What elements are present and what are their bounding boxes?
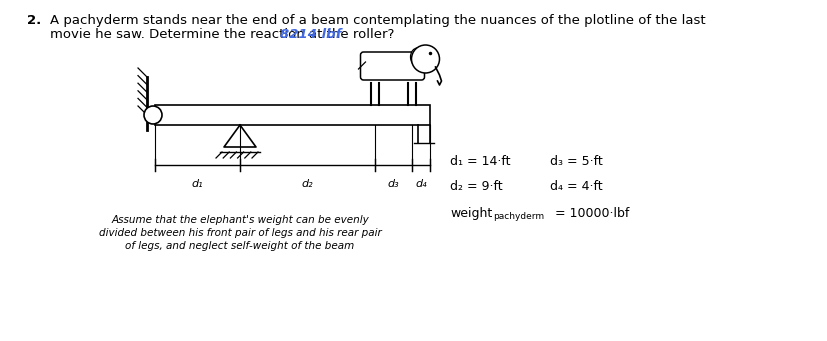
Text: Assume that the elephant's weight can be evenly: Assume that the elephant's weight can be… bbox=[111, 215, 369, 225]
Text: d₁ = 14·ft: d₁ = 14·ft bbox=[449, 155, 510, 168]
Circle shape bbox=[411, 45, 439, 73]
Text: d₄ = 4·ft: d₄ = 4·ft bbox=[549, 180, 602, 193]
Text: 2.: 2. bbox=[27, 14, 41, 27]
Text: d₃ = 5·ft: d₃ = 5·ft bbox=[549, 155, 602, 168]
Text: d₂: d₂ bbox=[301, 179, 313, 189]
Text: of legs, and neglect self-weight of the beam: of legs, and neglect self-weight of the … bbox=[125, 241, 354, 251]
Circle shape bbox=[144, 106, 162, 124]
Text: d₄: d₄ bbox=[414, 179, 426, 189]
Text: 8214 lbf: 8214 lbf bbox=[280, 28, 341, 41]
Text: weight: weight bbox=[449, 207, 492, 220]
Text: pachyderm: pachyderm bbox=[492, 212, 543, 221]
Text: movie he saw. Determine the reaction at the roller?: movie he saw. Determine the reaction at … bbox=[50, 28, 394, 41]
Text: A pachyderm stands near the end of a beam contemplating the nuances of the plotl: A pachyderm stands near the end of a bea… bbox=[50, 14, 705, 27]
Ellipse shape bbox=[410, 48, 424, 66]
Text: d₃: d₃ bbox=[387, 179, 399, 189]
Text: divided between his front pair of legs and his rear pair: divided between his front pair of legs a… bbox=[98, 228, 381, 238]
Text: = 10000·lbf: = 10000·lbf bbox=[550, 207, 629, 220]
Bar bbox=[155, 105, 429, 125]
FancyBboxPatch shape bbox=[360, 52, 424, 80]
Text: d₁: d₁ bbox=[192, 179, 203, 189]
Text: d₂ = 9·ft: d₂ = 9·ft bbox=[449, 180, 502, 193]
